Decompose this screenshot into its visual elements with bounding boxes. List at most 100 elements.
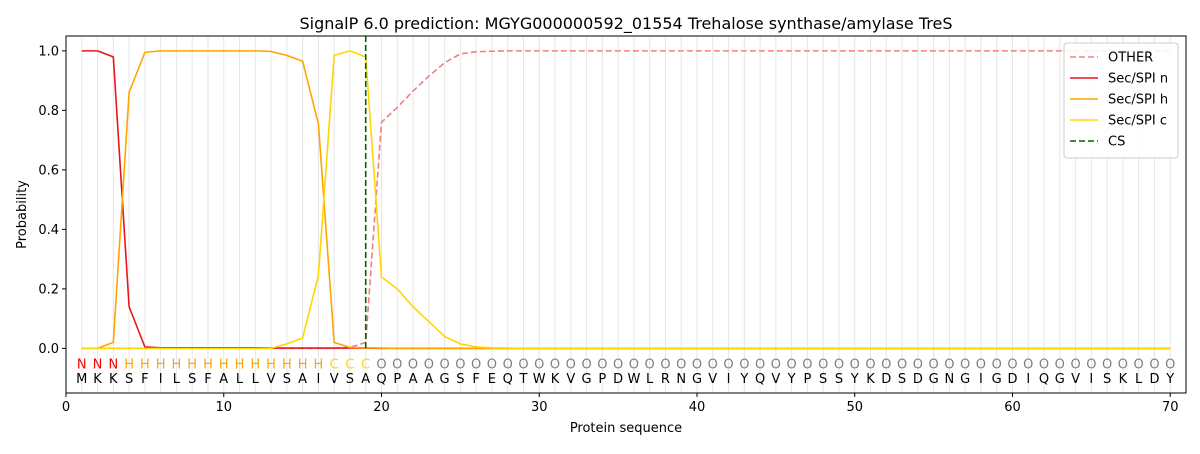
region-label: O bbox=[913, 357, 923, 372]
residue-label: N bbox=[676, 372, 686, 387]
series-layer bbox=[81, 50, 1171, 350]
region-label: O bbox=[739, 357, 749, 372]
residue-label: Y bbox=[850, 372, 859, 387]
residue-label: D bbox=[1149, 372, 1159, 387]
residue-label: I bbox=[979, 372, 983, 387]
axis-layer: 0 10 20 30 40 50 60 70 0.0 0.2 0.4 0.6 0.8 1.0 bbox=[38, 44, 1178, 415]
residue-label: K bbox=[551, 372, 560, 387]
legend-label: Sec/SPI c bbox=[1108, 114, 1167, 129]
x-tick-label: 70 bbox=[1162, 400, 1179, 415]
region-label: O bbox=[629, 357, 639, 372]
residue-label: S bbox=[283, 372, 291, 387]
region-label: O bbox=[660, 357, 670, 372]
region-label: H bbox=[124, 357, 134, 372]
residue-label: G bbox=[440, 372, 450, 387]
region-label: O bbox=[834, 357, 844, 372]
residue-label: K bbox=[1119, 372, 1128, 387]
residue-label: L bbox=[252, 372, 260, 387]
region-label: H bbox=[314, 357, 324, 372]
residue-label: A bbox=[219, 372, 228, 387]
region-label: O bbox=[1165, 357, 1175, 372]
region-label: O bbox=[471, 357, 481, 372]
residue-label: G bbox=[992, 372, 1002, 387]
x-tick-label: 60 bbox=[1004, 400, 1021, 415]
region-label: O bbox=[1023, 357, 1033, 372]
residue-label: A bbox=[298, 372, 307, 387]
residue-label: A bbox=[424, 372, 433, 387]
region-label: O bbox=[581, 357, 591, 372]
residue-label: Q bbox=[1039, 372, 1049, 387]
residue-label: G bbox=[1055, 372, 1065, 387]
region-label: C bbox=[330, 357, 339, 372]
residue-label: S bbox=[1103, 372, 1111, 387]
residue-label: I bbox=[727, 372, 731, 387]
residue-label: G bbox=[960, 372, 970, 387]
region-label: O bbox=[865, 357, 875, 372]
region-label: O bbox=[928, 357, 938, 372]
region-label: H bbox=[187, 357, 197, 372]
legend-label: OTHER bbox=[1108, 51, 1153, 66]
region-label: O bbox=[723, 357, 733, 372]
residue-label: P bbox=[598, 372, 606, 387]
residue-label: Q bbox=[503, 372, 513, 387]
region-label: O bbox=[802, 357, 812, 372]
residue-label: L bbox=[173, 372, 181, 387]
region-label: O bbox=[1149, 357, 1159, 372]
region-label: O bbox=[897, 357, 907, 372]
residue-label: L bbox=[236, 372, 244, 387]
region-label: O bbox=[1118, 357, 1128, 372]
region-label: H bbox=[266, 357, 276, 372]
region-label: O bbox=[960, 357, 970, 372]
region-label: O bbox=[597, 357, 607, 372]
region-label: O bbox=[1070, 357, 1080, 372]
residue-label: I bbox=[159, 372, 163, 387]
region-label: O bbox=[1055, 357, 1065, 372]
residue-label: V bbox=[566, 372, 575, 387]
series-line-sec-spi-n bbox=[81, 50, 1171, 350]
region-label: H bbox=[140, 357, 150, 372]
residue-label: N bbox=[945, 372, 955, 387]
region-label: O bbox=[818, 357, 828, 372]
x-tick-label: 20 bbox=[373, 400, 390, 415]
residue-label: L bbox=[1135, 372, 1143, 387]
residue-label: D bbox=[881, 372, 891, 387]
x-axis-label: Protein sequence bbox=[570, 421, 682, 436]
region-label: O bbox=[1134, 357, 1144, 372]
region-label: O bbox=[645, 357, 655, 372]
region-label: O bbox=[850, 357, 860, 372]
y-tick-label: 0.0 bbox=[38, 342, 59, 357]
region-label: O bbox=[1007, 357, 1017, 372]
region-label: O bbox=[944, 357, 954, 372]
region-label: O bbox=[455, 357, 465, 372]
legend: OTHER Sec/SPI n Sec/SPI h Sec/SPI c CS bbox=[1063, 42, 1179, 159]
residue-label: S bbox=[456, 372, 464, 387]
residue-label: S bbox=[188, 372, 196, 387]
region-label: H bbox=[298, 357, 308, 372]
residue-label: S bbox=[125, 372, 133, 387]
region-label: O bbox=[487, 357, 497, 372]
residue-label: W bbox=[533, 372, 546, 387]
x-tick-label: 10 bbox=[215, 400, 232, 415]
region-label: H bbox=[172, 357, 182, 372]
series-line-sec-spi-c bbox=[81, 50, 1171, 350]
y-tick-label: 0.6 bbox=[38, 163, 59, 178]
legend-label: CS bbox=[1108, 135, 1125, 150]
grid-layer bbox=[81, 36, 1171, 393]
region-label: O bbox=[787, 357, 797, 372]
residue-label: V bbox=[708, 372, 717, 387]
residue-label: A bbox=[361, 372, 370, 387]
x-tick-label: 30 bbox=[531, 400, 548, 415]
region-label: C bbox=[361, 357, 370, 372]
residue-label: F bbox=[141, 372, 148, 387]
residue-label: S bbox=[835, 372, 843, 387]
residue-label: S bbox=[819, 372, 827, 387]
residue-label: Y bbox=[787, 372, 796, 387]
residue-label: Q bbox=[376, 372, 386, 387]
residue-label: F bbox=[204, 372, 211, 387]
residue-label: W bbox=[627, 372, 640, 387]
region-label: O bbox=[976, 357, 986, 372]
region-label: O bbox=[992, 357, 1002, 372]
residue-label: F bbox=[472, 372, 479, 387]
